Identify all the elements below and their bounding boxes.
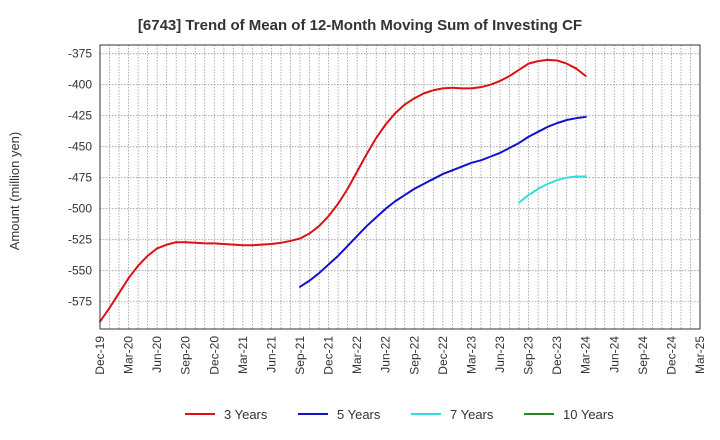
y-tick-label: -425 <box>68 109 92 123</box>
x-tick-label: Mar-25 <box>693 336 707 374</box>
series-lines <box>99 58 587 323</box>
legend-label: 7 Years <box>450 407 494 422</box>
series-line-7-years <box>518 175 587 204</box>
x-tick-label: Mar-20 <box>122 336 136 374</box>
x-tick-label: Jun-22 <box>379 336 393 373</box>
x-tick-label: Jun-20 <box>150 336 164 373</box>
y-tick-label: -525 <box>68 233 92 247</box>
x-tick-label: Dec-24 <box>664 336 678 375</box>
x-tick-label: Sep-21 <box>293 336 307 375</box>
x-tick-label: Jun-21 <box>264 336 278 373</box>
plot-area <box>100 45 700 329</box>
y-tick-label: -450 <box>68 140 92 154</box>
x-tick-label: Mar-21 <box>236 336 250 374</box>
x-tick-label: Mar-24 <box>579 336 593 374</box>
x-tick-label: Mar-23 <box>464 336 478 374</box>
plot-border <box>99 44 701 330</box>
series-line-3-years <box>99 58 587 323</box>
legend-label: 10 Years <box>563 407 614 422</box>
x-tick-label: Dec-21 <box>322 336 336 375</box>
x-tick-label: Mar-22 <box>350 336 364 374</box>
series-line-5-years <box>299 115 587 288</box>
y-tick-labels: -375 -400 -425 -450 -475 -500 -525 -550 -575 <box>68 47 92 309</box>
y-tick-label: -575 <box>68 295 92 309</box>
legend: 3 Years 5 Years 7 Years 10 Years <box>185 407 614 422</box>
y-tick-label: -375 <box>68 47 92 61</box>
y-tick-label: -400 <box>68 78 92 92</box>
x-tick-label: Sep-20 <box>179 336 193 375</box>
legend-label: 5 Years <box>337 407 381 422</box>
legend-label: 3 Years <box>224 407 268 422</box>
x-tick-label: Dec-23 <box>550 336 564 375</box>
x-tick-label: Sep-24 <box>636 336 650 375</box>
x-tick-label: Sep-22 <box>407 336 421 375</box>
x-tick-label: Dec-20 <box>207 336 221 375</box>
grid <box>100 45 700 329</box>
x-tick-label: Dec-19 <box>93 336 107 375</box>
chart-title: [6743] Trend of Mean of 12-Month Moving … <box>138 17 582 34</box>
y-tick-label: -475 <box>68 171 92 185</box>
x-tick-label: Jun-24 <box>607 336 621 373</box>
y-axis-label: Amount (million yen) <box>7 132 22 251</box>
y-tick-label: -500 <box>68 202 92 216</box>
y-tick-label: -550 <box>68 264 92 278</box>
x-tick-label: Sep-23 <box>522 336 536 375</box>
x-tick-labels: Dec-19 Mar-20 Jun-20 Sep-20 Dec-20 Mar-21 Jun-… <box>93 336 707 375</box>
x-tick-label: Jun-23 <box>493 336 507 373</box>
x-tick-label: Dec-22 <box>436 336 450 375</box>
